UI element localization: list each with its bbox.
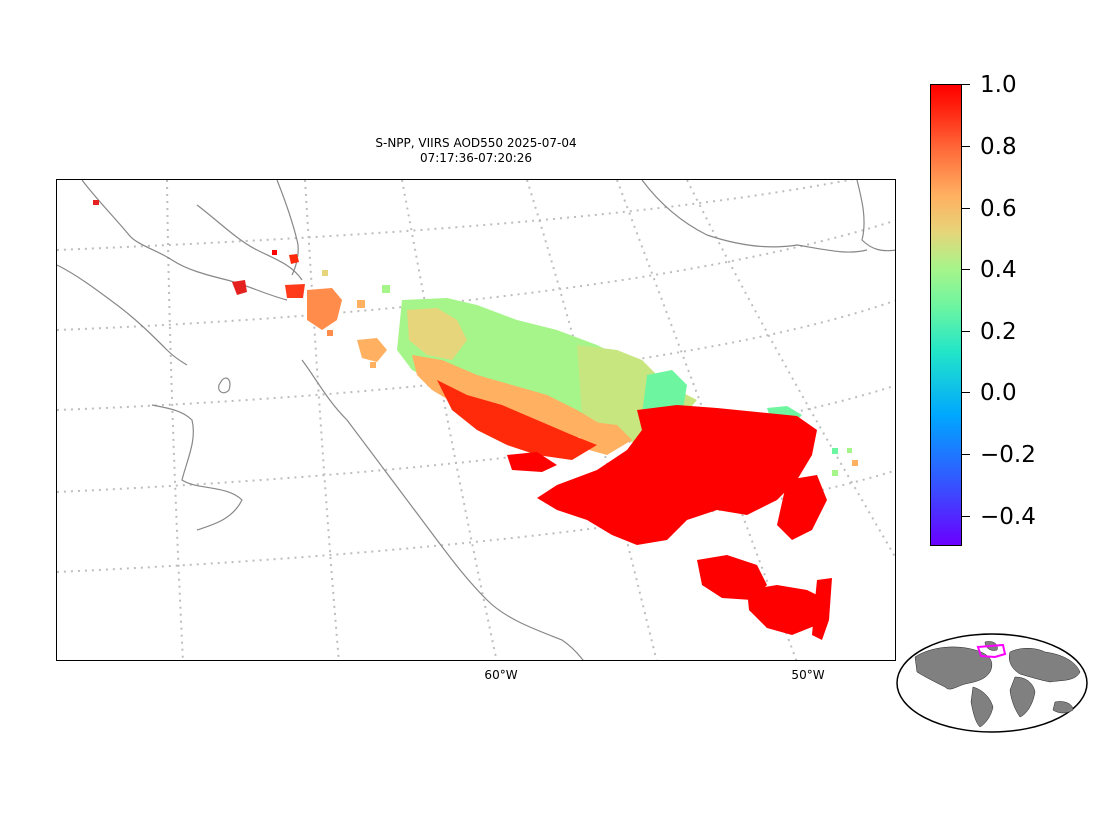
colorbar-tick [962, 208, 970, 209]
title-line-1: S-NPP, VIIRS AOD550 2025-07-04 [375, 136, 577, 150]
map-canvas [57, 180, 895, 660]
inset-region-highlight [976, 643, 1007, 659]
colorbar-tick [962, 454, 970, 455]
colorbar-label-0-4: 0.4 [980, 257, 1017, 283]
colorbar-tick [962, 146, 970, 147]
aod-scatter-pixels [322, 270, 858, 476]
colorbar-tick [962, 331, 970, 332]
map-panel [56, 179, 896, 661]
colorbar-label-1-0: 1.0 [980, 72, 1017, 98]
colorbar-label-0-0: 0.0 [980, 380, 1017, 406]
title-line-2: 07:17:36-07:20:26 [419, 151, 533, 165]
colorbar [930, 84, 962, 546]
colorbar-label-0-6: 0.6 [980, 196, 1017, 222]
colorbar-tick [962, 516, 970, 517]
aod-swath-high [93, 200, 832, 640]
colorbar-tick [962, 392, 970, 393]
world-inset-map [896, 633, 1088, 733]
lon-label-60w: 60°W [484, 668, 518, 682]
colorbar-tick [962, 84, 970, 85]
plot-title: S-NPP, VIIRS AOD550 2025-07-04 07:17:36-… [56, 136, 896, 166]
colorbar-label-0-2: 0.2 [980, 319, 1017, 345]
colorbar-tick [962, 269, 970, 270]
colorbar-label-neg-0-2: −0.2 [980, 442, 1036, 468]
colorbar-label-0-8: 0.8 [980, 134, 1017, 160]
lon-label-50w: 50°W [791, 668, 825, 682]
colorbar-label-neg-0-4: −0.4 [980, 504, 1036, 530]
